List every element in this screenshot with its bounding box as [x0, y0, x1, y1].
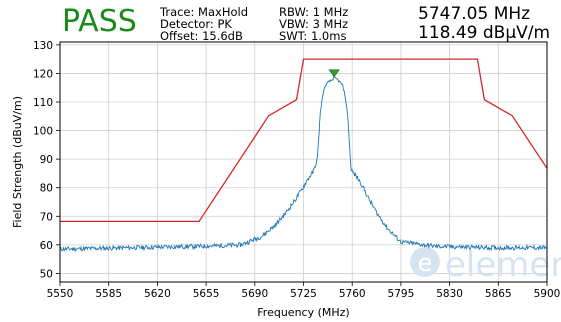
watermark-logo: e element: [410, 245, 561, 285]
y-tick-label: 120: [33, 68, 53, 80]
x-tick-label: 5550: [47, 288, 74, 300]
peak-marker-icon: [328, 69, 340, 78]
x-tick-label: 5585: [95, 288, 122, 300]
y-axis-ticks: 50 60 70 80 90 100 110 120 130: [33, 40, 60, 280]
trace-series-line: [59, 76, 547, 253]
watermark-logo-icon: [410, 247, 440, 277]
y-tick-label: 60: [40, 240, 53, 252]
x-axis-label: Frequency (MHz): [257, 306, 349, 319]
rbw-value: RBW: 1 MHz: [279, 5, 349, 19]
x-tick-label: 5620: [144, 288, 171, 300]
y-tick-label: 90: [40, 154, 53, 166]
y-axis-label: Field Strength (dBuV/m): [11, 96, 24, 228]
y-tick-label: 110: [33, 97, 53, 109]
pass-status: PASS: [62, 4, 137, 39]
marker-level: 118.49 dBµV/m: [418, 23, 551, 43]
x-tick-label: 5725: [290, 288, 317, 300]
x-tick-label: 5795: [388, 288, 415, 300]
x-tick-label: 5760: [339, 288, 366, 300]
grid-lines: [59, 42, 548, 282]
x-axis-ticks: 5550 5585 5620 5655 5690 5725 5760 5795 5830 5865…: [47, 282, 561, 300]
limit-series-line: [60, 58, 548, 223]
x-tick-label: 5865: [485, 288, 512, 300]
x-tick-label: 5655: [193, 288, 220, 300]
detector-mode: Detector: PK: [160, 17, 232, 31]
watermark-text: element: [445, 245, 561, 285]
y-tick-label: 130: [33, 40, 53, 52]
marker-frequency: 5747.05 MHz: [418, 4, 531, 24]
y-tick-label: 80: [40, 183, 53, 195]
offset-value: Offset: 15.6dB: [160, 29, 243, 43]
sweep-time-value: SWT: 1.0ms: [279, 29, 347, 43]
vbw-value: VBW: 3 MHz: [279, 17, 349, 31]
y-tick-label: 50: [40, 268, 53, 280]
y-tick-label: 100: [33, 126, 53, 138]
x-tick-label: 5830: [436, 288, 463, 300]
x-tick-label: 5900: [534, 288, 561, 300]
x-tick-label: 5690: [241, 288, 268, 300]
watermark-logo-glyph: e: [418, 249, 433, 277]
y-tick-label: 70: [40, 211, 53, 223]
trace-mode: Trace: MaxHold: [160, 5, 248, 19]
